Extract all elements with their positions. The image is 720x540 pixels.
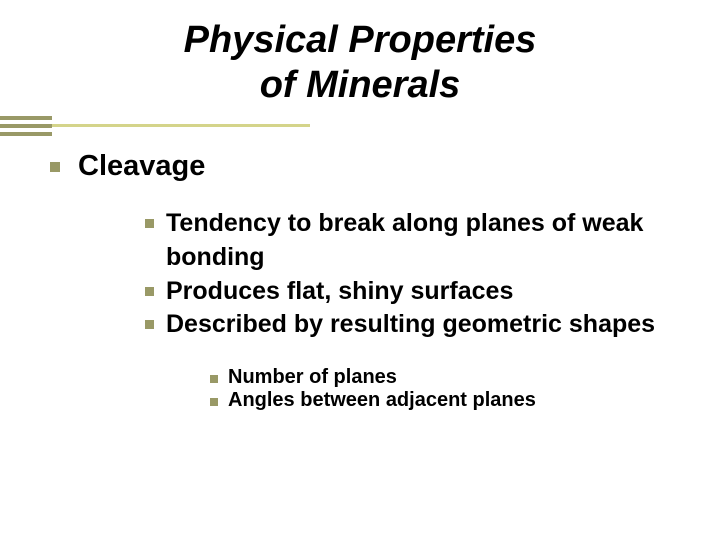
level3-text: Number of planes bbox=[228, 366, 397, 389]
bullet-level2: Produces flat, shiny surfaces bbox=[145, 275, 680, 309]
decoration-bar bbox=[0, 116, 52, 120]
level2-text: Tendency to break along planes of weak b… bbox=[166, 207, 680, 275]
slide-title-line1: Physical Properties bbox=[0, 18, 720, 63]
decoration-bar bbox=[0, 124, 52, 128]
level1-text: Cleavage bbox=[78, 150, 205, 183]
level2-text: Produces flat, shiny surfaces bbox=[166, 275, 513, 309]
square-bullet-icon bbox=[50, 162, 60, 172]
square-bullet-icon bbox=[145, 219, 154, 228]
square-bullet-icon bbox=[145, 320, 154, 329]
bullet-level3: Angles between adjacent planes bbox=[210, 389, 720, 412]
bullet-level2: Described by resulting geometric shapes bbox=[145, 308, 680, 342]
slide-title-line2: of Minerals bbox=[0, 63, 720, 108]
level2-group: Tendency to break along planes of weak b… bbox=[0, 207, 720, 342]
bullet-level1: Cleavage bbox=[50, 150, 720, 183]
slide-title-block: Physical Properties of Minerals bbox=[0, 0, 720, 108]
square-bullet-icon bbox=[210, 398, 218, 406]
level3-group: Number of planes Angles between adjacent… bbox=[0, 366, 720, 412]
square-bullet-icon bbox=[145, 287, 154, 296]
level2-text: Described by resulting geometric shapes bbox=[166, 308, 655, 342]
square-bullet-icon bbox=[210, 375, 218, 383]
decoration-bar bbox=[0, 132, 52, 136]
slide-content: Cleavage Tendency to break along planes … bbox=[0, 150, 720, 412]
bullet-level2: Tendency to break along planes of weak b… bbox=[145, 207, 680, 275]
decoration-short-lines bbox=[0, 106, 52, 142]
level3-text: Angles between adjacent planes bbox=[228, 389, 536, 412]
bullet-level3: Number of planes bbox=[210, 366, 720, 389]
